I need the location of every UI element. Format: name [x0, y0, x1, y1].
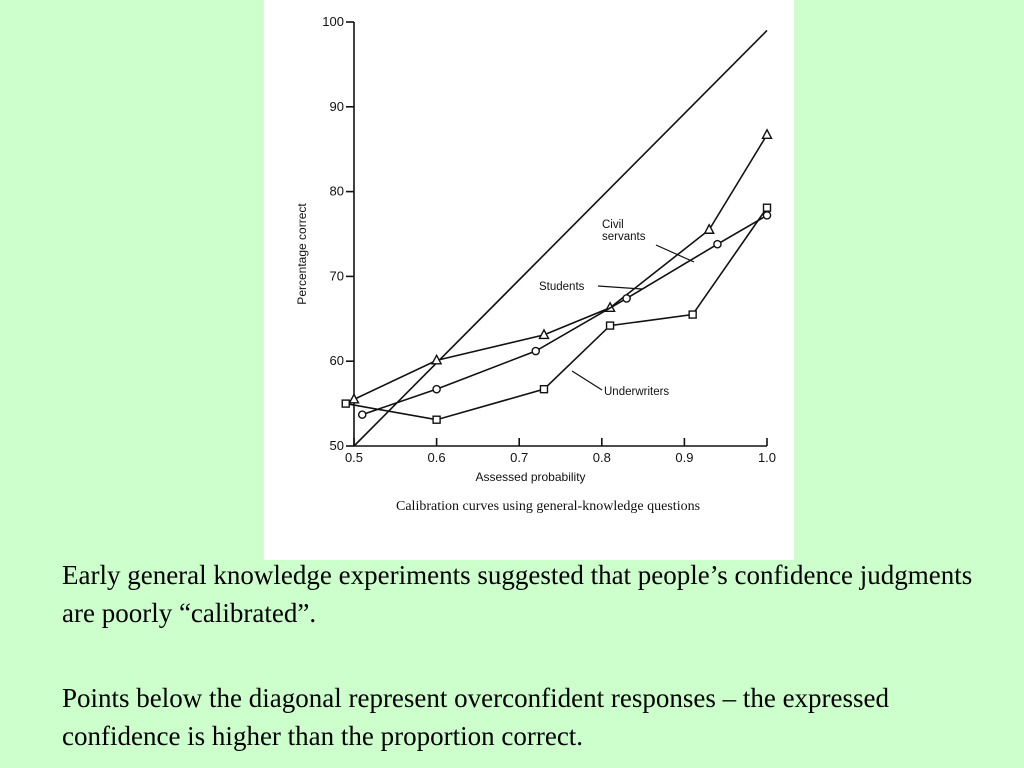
annotation-line: Students: [539, 281, 585, 293]
annotation-civil-servants: Civil servants: [602, 219, 646, 243]
data-point-underwriters: [432, 415, 441, 424]
x-tick-label: 0.5: [345, 450, 363, 465]
data-point-civil-servants: [348, 392, 360, 404]
series-line-students: [362, 214, 768, 416]
data-point-students: [622, 294, 631, 303]
chart-panel: 50 60 70 80 90 100 0.5 0.6 0.7 0.8 0.9 1.0 Assessed …: [264, 0, 794, 560]
annotation-line: servants: [602, 231, 646, 243]
slide-paragraph-1: Early general knowledge experiments sugg…: [62, 560, 973, 628]
data-point-underwriters: [605, 321, 615, 330]
data-point-underwriters: [688, 310, 697, 319]
x-tick-label: 0.9: [675, 450, 693, 465]
annotation-leader-students: [597, 285, 643, 290]
annotation-students: Students: [539, 281, 585, 293]
y-tick-label: 70: [330, 268, 344, 283]
data-point-students: [713, 239, 722, 249]
y-axis-label: Percentage correct: [295, 203, 309, 305]
data-point-underwriters: [762, 203, 772, 212]
series-line-diagonal: [353, 29, 768, 447]
data-point-underwriters: [539, 384, 549, 394]
data-point-students: [762, 211, 772, 220]
x-axis-label: Assessed probability: [475, 470, 585, 484]
series-line-civil-servants: [353, 134, 768, 401]
data-point-students: [357, 410, 367, 419]
y-tick-label: 100: [322, 14, 344, 29]
annotation-line: Underwriters: [604, 386, 669, 398]
data-point-civil-servants: [430, 353, 443, 365]
x-tick-label: 0.6: [428, 450, 446, 465]
calibration-chart: 50 60 70 80 90 100 0.5 0.6 0.7 0.8 0.9 1.0 Assessed …: [295, 14, 776, 514]
slide-paragraph-2: Points below the diagonal represent over…: [62, 683, 890, 751]
x-tick-label: 0.8: [593, 450, 611, 465]
chart-caption: Calibration curves using general-knowled…: [396, 499, 700, 514]
annotation-leader-underwriters: [571, 370, 603, 391]
annotation-underwriters: Underwriters: [604, 386, 669, 398]
data-point-students: [531, 346, 541, 356]
x-tick-label: 0.7: [510, 450, 528, 465]
y-tick-label: 80: [330, 184, 344, 199]
y-tick-label: 90: [330, 99, 344, 114]
data-point-civil-servants: [538, 328, 550, 340]
annotation-leader-civil-servants: [655, 244, 695, 263]
x-tick-label: 1.0: [758, 450, 776, 465]
data-point-students: [432, 384, 441, 394]
data-point-civil-servants: [761, 128, 773, 139]
annotation-line: Civil: [602, 219, 624, 231]
data-point-civil-servants: [703, 223, 715, 234]
series-line-underwriters: [345, 207, 768, 421]
data-point-underwriters: [341, 399, 350, 408]
y-tick-label: 60: [330, 353, 344, 368]
y-tick-label: 50: [330, 438, 344, 453]
